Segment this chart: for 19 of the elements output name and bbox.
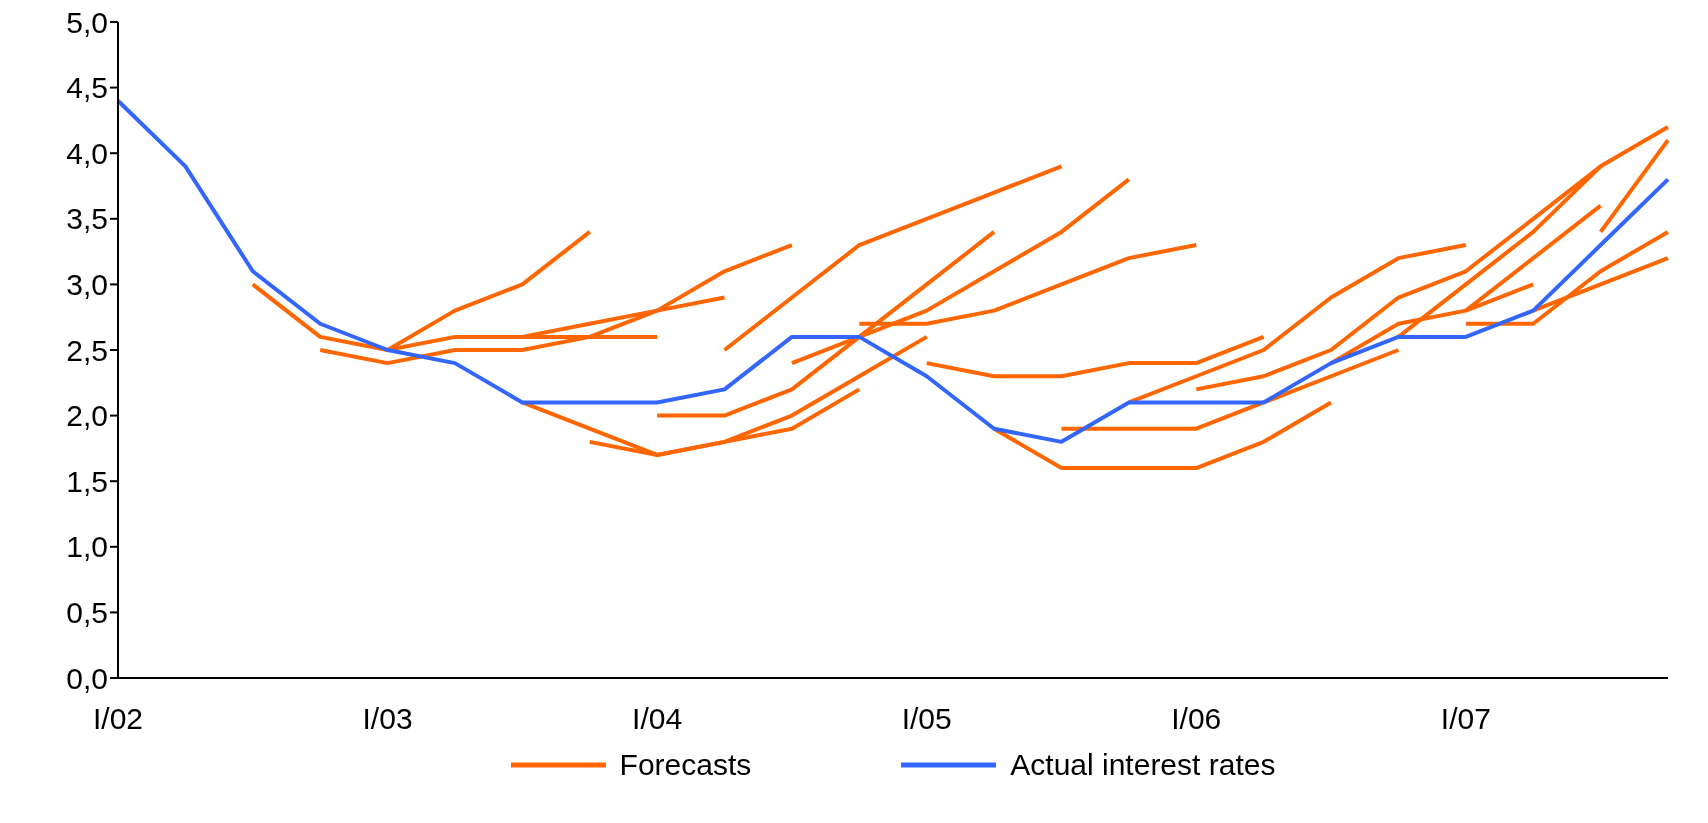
x-tick-label: I/06 bbox=[1171, 702, 1222, 736]
y-tick-label: 2,5 bbox=[66, 333, 108, 367]
y-tick-label: 2,0 bbox=[66, 399, 108, 433]
legend-label: Actual interest rates bbox=[1010, 748, 1276, 782]
x-tick-label: I/05 bbox=[901, 702, 952, 736]
y-tick-label: 1,5 bbox=[66, 464, 108, 498]
x-tick-label: I/07 bbox=[1440, 702, 1491, 736]
y-tick-label: 1,0 bbox=[66, 530, 108, 564]
x-tick-label: I/04 bbox=[632, 702, 683, 736]
y-tick-label: 0,5 bbox=[66, 596, 108, 630]
x-tick-label: I/02 bbox=[92, 702, 144, 736]
y-tick-label: 4,0 bbox=[66, 136, 108, 170]
x-tick-label: I/03 bbox=[362, 702, 413, 736]
legend-label: Forecasts bbox=[619, 748, 752, 782]
y-tick-label: 5,0 bbox=[66, 5, 108, 39]
y-tick-label: 0,0 bbox=[66, 661, 108, 695]
y-tick-label: 4,5 bbox=[66, 71, 108, 105]
y-tick-label: 3,0 bbox=[66, 268, 108, 302]
y-tick-label: 3,5 bbox=[66, 202, 108, 236]
